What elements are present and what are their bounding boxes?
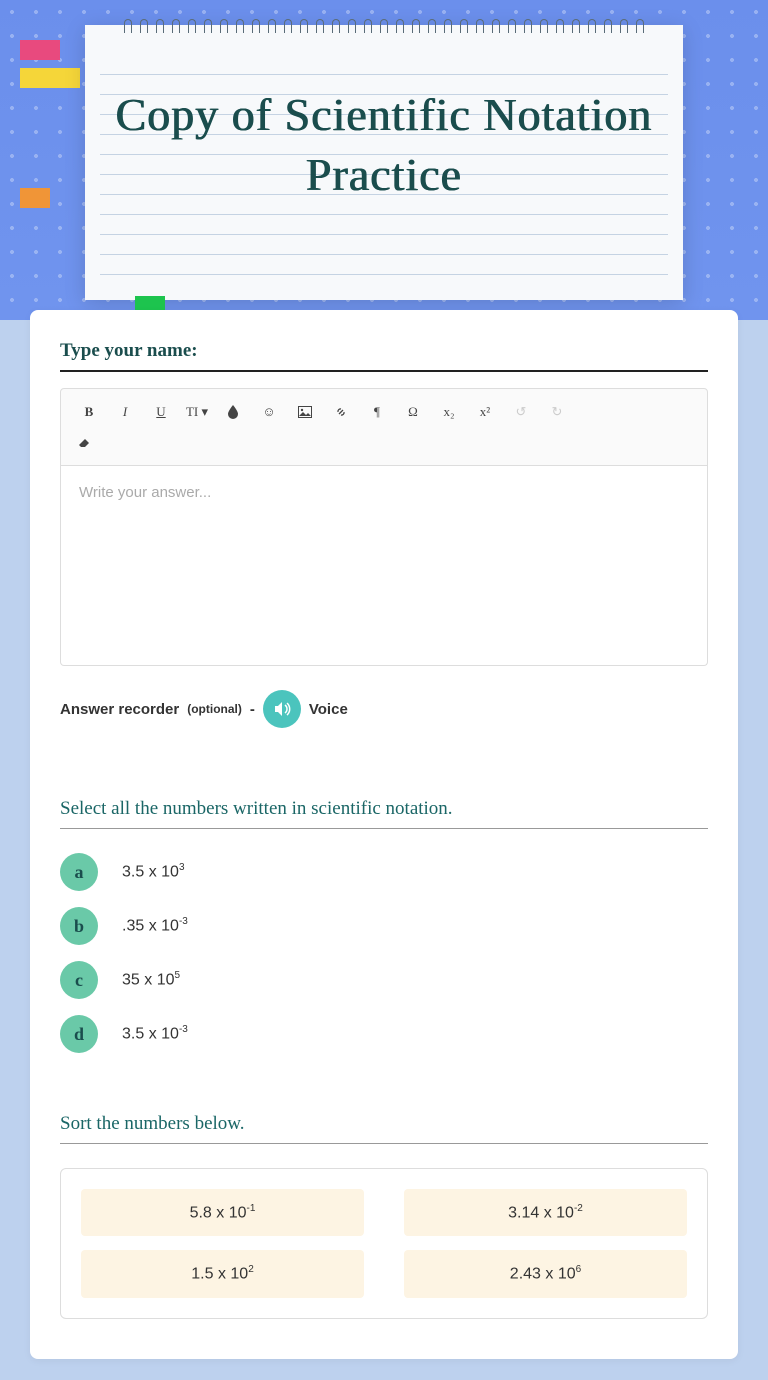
option-badge-a: a bbox=[60, 853, 98, 891]
select-title: Select all the numbers written in scient… bbox=[60, 798, 708, 820]
recorder-dash: - bbox=[250, 701, 255, 718]
pink-tab bbox=[20, 40, 60, 60]
sort-section: Sort the numbers below. 5.8 x 10-1 3.14 … bbox=[60, 1113, 708, 1319]
option-badge-d: d bbox=[60, 1015, 98, 1053]
worksheet-title: Copy of Scientific Notation Practice bbox=[85, 35, 683, 205]
worksheet-card: Type your name: B I U TI ▾ ☺ ¶ Ω x₂ x² ↺… bbox=[30, 310, 738, 1359]
link-button[interactable] bbox=[323, 397, 359, 427]
redo-button[interactable]: ↻ bbox=[539, 397, 575, 427]
sort-item-2[interactable]: 3.14 x 10-2 bbox=[404, 1189, 687, 1236]
option-text-c: 35 x 105 bbox=[122, 970, 180, 989]
option-badge-c: c bbox=[60, 961, 98, 999]
underline-button[interactable]: U bbox=[143, 397, 179, 427]
option-c[interactable]: c 35 x 105 bbox=[60, 961, 708, 999]
image-button[interactable] bbox=[287, 397, 323, 427]
recorder-label: Answer recorder bbox=[60, 701, 179, 718]
eraser-button[interactable] bbox=[71, 427, 697, 457]
header-background: Copy of Scientific Notation Practice bbox=[0, 0, 768, 320]
voice-label: Voice bbox=[309, 701, 348, 718]
name-prompt: Type your name: bbox=[60, 340, 708, 362]
option-text-d: 3.5 x 10-3 bbox=[122, 1024, 188, 1043]
paragraph-button[interactable]: ¶ bbox=[359, 397, 395, 427]
option-text-a: 3.5 x 103 bbox=[122, 862, 185, 881]
bold-button[interactable]: B bbox=[71, 397, 107, 427]
editor-toolbar: B I U TI ▾ ☺ ¶ Ω x₂ x² ↺ ↻ bbox=[60, 388, 708, 466]
orange-tab bbox=[20, 188, 50, 208]
recorder-optional: (optional) bbox=[187, 702, 242, 716]
superscript-button[interactable]: x² bbox=[467, 397, 503, 427]
voice-button[interactable] bbox=[263, 690, 301, 728]
italic-button[interactable]: I bbox=[107, 397, 143, 427]
sort-title: Sort the numbers below. bbox=[60, 1113, 708, 1135]
speaker-icon bbox=[272, 699, 292, 719]
notepad: Copy of Scientific Notation Practice bbox=[85, 25, 683, 300]
option-b[interactable]: b .35 x 10-3 bbox=[60, 907, 708, 945]
textsize-button[interactable]: TI ▾ bbox=[179, 397, 215, 427]
subscript-button[interactable]: x₂ bbox=[431, 397, 467, 427]
option-d[interactable]: d 3.5 x 10-3 bbox=[60, 1015, 708, 1053]
option-text-b: .35 x 10-3 bbox=[122, 916, 188, 935]
sort-divider bbox=[60, 1143, 708, 1144]
sort-item-4[interactable]: 2.43 x 106 bbox=[404, 1250, 687, 1297]
omega-button[interactable]: Ω bbox=[395, 397, 431, 427]
option-badge-b: b bbox=[60, 907, 98, 945]
answer-recorder: Answer recorder (optional) - Voice bbox=[60, 690, 708, 728]
sort-item-1[interactable]: 5.8 x 10-1 bbox=[81, 1189, 364, 1236]
prompt-divider bbox=[60, 370, 708, 372]
sort-item-3[interactable]: 1.5 x 102 bbox=[81, 1250, 364, 1297]
emoji-button[interactable]: ☺ bbox=[251, 397, 287, 427]
spiral-binding bbox=[85, 17, 683, 35]
undo-button[interactable]: ↺ bbox=[503, 397, 539, 427]
answer-editor[interactable]: Write your answer... bbox=[60, 466, 708, 666]
sort-box: 5.8 x 10-1 3.14 x 10-2 1.5 x 102 2.43 x … bbox=[60, 1168, 708, 1319]
select-divider bbox=[60, 828, 708, 829]
yellow-tab bbox=[20, 68, 80, 88]
select-section: Select all the numbers written in scient… bbox=[60, 798, 708, 1053]
color-button[interactable] bbox=[215, 397, 251, 427]
color-tabs bbox=[20, 40, 80, 216]
option-a[interactable]: a 3.5 x 103 bbox=[60, 853, 708, 891]
